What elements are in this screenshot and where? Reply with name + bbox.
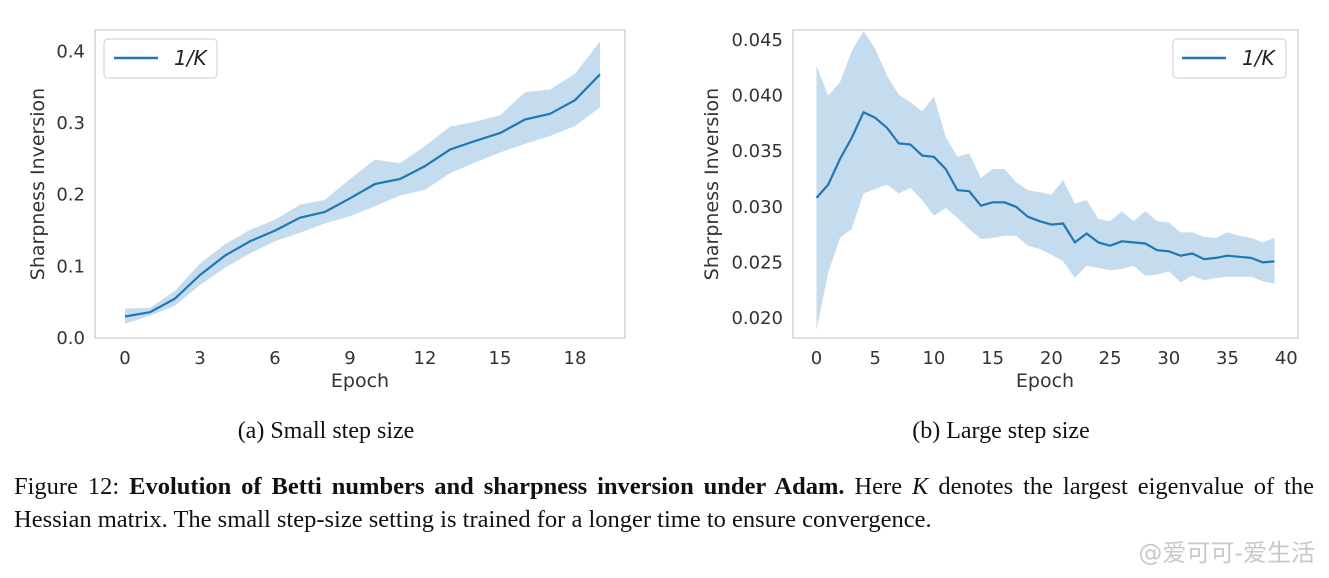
y-tick-label: 0.3 (56, 113, 85, 134)
x-tick-label: 9 (344, 348, 355, 369)
line-layer (815, 111, 1275, 264)
subplot-caption: (a) Small step size (238, 418, 415, 444)
plot-frame (94, 29, 626, 339)
caption-text-start: Here (854, 473, 903, 500)
x-ticks: 0 5 10 15 20 25 30 35 40 (811, 348, 1298, 369)
x-axis-label: Epoch (1016, 370, 1074, 392)
y-axis-label: Sharpness Inversion (701, 88, 723, 280)
x-tick-label: 20 (1040, 348, 1063, 369)
x-ticks: 0 3 6 9 12 15 18 (119, 348, 586, 369)
mean-line (815, 111, 1275, 264)
x-tick-label: 25 (1099, 348, 1122, 369)
caption-variable: K (912, 473, 929, 500)
band-layer (816, 31, 1275, 331)
legend-box (1172, 38, 1287, 79)
x-tick-label: 18 (564, 348, 587, 369)
chart-panel-large-step: 0 5 10 15 20 25 30 35 40 0.0200.0250.0300.0350.0… (701, 29, 1299, 444)
y-tick-label: 0.020 (731, 308, 783, 329)
x-tick-label: 35 (1216, 348, 1239, 369)
x-tick-label: 6 (269, 348, 280, 369)
y-tick-label: 0.1 (56, 256, 85, 277)
x-tick-label: 3 (194, 348, 205, 369)
x-tick-label: 30 (1157, 348, 1180, 369)
mean-line (124, 73, 601, 318)
y-tick-label: 0.045 (731, 30, 783, 51)
x-axis-label: Epoch (331, 370, 389, 392)
x-tick-label: 15 (981, 348, 1004, 369)
confidence-band (816, 31, 1275, 331)
y-tick-label: 0.2 (56, 185, 85, 206)
y-tick-label: 0.035 (731, 141, 783, 162)
x-tick-label: 15 (489, 348, 512, 369)
figure: 0 3 6 9 12 15 18 0.0 0.1 0.2 0.3 0.4 Epoch Sharpne… (27, 29, 1299, 444)
x-tick-label: 0 (119, 348, 130, 369)
x-tick-label: 0 (811, 348, 822, 369)
figure-caption: Figure 12: Evolution of Betti numbers an… (14, 470, 1314, 536)
x-tick-label: 5 (869, 348, 880, 369)
chart-panel-small-step: 0 3 6 9 12 15 18 0.0 0.1 0.2 0.3 0.4 Epoch Sharpne… (27, 29, 626, 444)
figure-label: Figure 12: (14, 473, 120, 500)
confidence-band (125, 41, 600, 324)
y-tick-label: 0.040 (731, 86, 783, 107)
caption-text-rest: denotes the largest eigenvalue of the He… (14, 473, 1315, 533)
legend-label: 1/K (1242, 46, 1276, 70)
y-tick-label: 0.025 (731, 252, 783, 273)
line-layer (124, 73, 601, 318)
x-tick-label: 12 (414, 348, 437, 369)
x-tick-label: 10 (922, 348, 945, 369)
legend: 1/K (103, 38, 218, 79)
caption-title: Evolution of Betti numbers and sharpness… (129, 473, 845, 500)
legend-label: 1/K (174, 46, 208, 70)
y-ticks: 0.020 0.025 0.030 0.035 0.040 0.045 (731, 30, 783, 329)
subplot-caption: (b) Large step size (912, 418, 1089, 444)
plot-frame (792, 29, 1299, 339)
y-tick-label: 0.030 (731, 197, 783, 218)
band-layer (125, 41, 600, 324)
x-tick-label: 40 (1275, 348, 1298, 369)
y-tick-label: 0.0 (56, 328, 85, 349)
legend: 1/K (1172, 38, 1287, 79)
y-axis-label: Sharpness Inversion (27, 88, 49, 280)
legend-box (103, 38, 218, 79)
y-tick-label: 0.4 (56, 42, 85, 63)
watermark: @爱可可-爱生活 (1138, 539, 1315, 567)
y-ticks: 0.0 0.1 0.2 0.3 0.4 (56, 42, 85, 350)
